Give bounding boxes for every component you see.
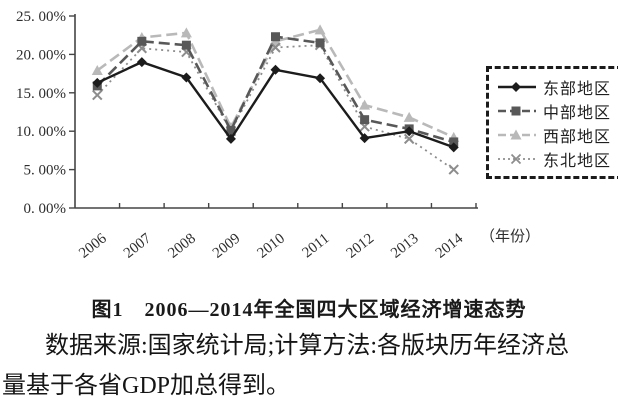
marker-square-icon: [271, 32, 280, 42]
marker-triangle-icon: [91, 65, 103, 76]
marker-triangle-icon: [403, 111, 415, 122]
marker-diamond-icon: [181, 72, 192, 83]
marker-square-icon: [315, 38, 325, 48]
x-tick-label: 2011: [299, 231, 332, 262]
y-tick-label: 0. 00%: [24, 201, 67, 217]
marker-triangle-icon: [180, 27, 192, 38]
chart-canvas: 0. 00% 5. 00% 10. 00% 15. 00% 20. 00% 25. 00%…: [16, 9, 540, 262]
marker-triangle-icon: [510, 129, 522, 140]
marker-diamond-icon: [315, 73, 326, 84]
y-tick-label: 15. 00%: [16, 86, 66, 102]
marker-x-icon: [270, 42, 281, 53]
line-chart: 0. 00% 5. 00% 10. 00% 15. 00% 20. 00% 25. 00%…: [16, 9, 618, 262]
marker-diamond-icon: [136, 57, 147, 68]
marker-diamond-icon: [359, 133, 370, 144]
series-east-line: [96, 60, 455, 149]
marker-x-icon: [448, 164, 459, 175]
marker-diamond-icon: [92, 77, 103, 88]
legend-central-line-sample: [498, 106, 536, 116]
legend-item-east: 东部地区: [496, 76, 611, 98]
y-tick-label: 20. 00%: [16, 47, 66, 63]
series-northeast-line: [96, 44, 455, 171]
legend-label: 西部地区: [543, 129, 612, 146]
y-tick-label: 10. 00%: [16, 124, 66, 140]
marker-square-icon: [449, 137, 459, 147]
y-tick-label: 25. 00%: [16, 9, 66, 25]
marker-diamond-icon: [404, 126, 415, 137]
legend-item-central: 中部地区: [496, 100, 611, 122]
marker-square-icon: [226, 125, 236, 135]
x-tick-label: 2014: [433, 230, 467, 261]
marker-diamond-icon: [225, 133, 236, 144]
y-tick-label: 5. 00%: [24, 163, 67, 179]
series-central-line: [96, 35, 455, 144]
marker-square-icon: [181, 40, 191, 50]
legend-item-northeast: 东北地区: [496, 148, 611, 170]
legend-northeast-line-sample: [498, 153, 536, 165]
legend-label: 中部地区: [543, 105, 612, 122]
legend-item-west: 西部地区: [496, 124, 611, 146]
marker-square-icon: [360, 115, 370, 125]
marker-triangle-icon: [359, 99, 371, 110]
marker-triangle-icon: [314, 24, 326, 35]
source-note-line2: 量基于各省GDP加总得到。: [2, 373, 291, 399]
marker-diamond-icon: [270, 64, 281, 75]
x-tick-label: 2006: [76, 230, 110, 261]
x-tick-label: 2008: [165, 231, 198, 262]
x-tick-label: 2012: [344, 231, 377, 262]
chart-legend: 东部地区中部地区西部地区东北地区: [486, 66, 618, 179]
legend-west-line-sample: [498, 129, 536, 140]
marker-x-icon: [403, 133, 415, 145]
marker-diamond-icon: [511, 82, 521, 92]
series-west-line: [96, 28, 455, 139]
source-note-line1: 数据来源:国家统计局;计算方法:各版块历年经济总: [45, 333, 570, 359]
x-tick-label: 2007: [121, 230, 155, 261]
legend-label: 东北地区: [543, 153, 612, 170]
marker-x-icon: [510, 153, 522, 165]
legend-label: 东部地区: [543, 81, 612, 98]
x-axis-unit-label: （年份）: [480, 228, 540, 245]
legend-east-line-sample: [498, 82, 536, 92]
marker-square-icon: [511, 106, 521, 116]
x-tick-label: 2010: [254, 231, 287, 262]
x-tick-label: 2013: [388, 231, 421, 262]
x-tick-label: 2009: [210, 231, 243, 262]
marker-diamond-icon: [448, 142, 459, 153]
marker-square-icon: [137, 36, 147, 46]
marker-x-icon: [92, 89, 103, 101]
figure-caption: 图1 2006—2014年全国四大区域经济增速态势: [91, 299, 527, 321]
